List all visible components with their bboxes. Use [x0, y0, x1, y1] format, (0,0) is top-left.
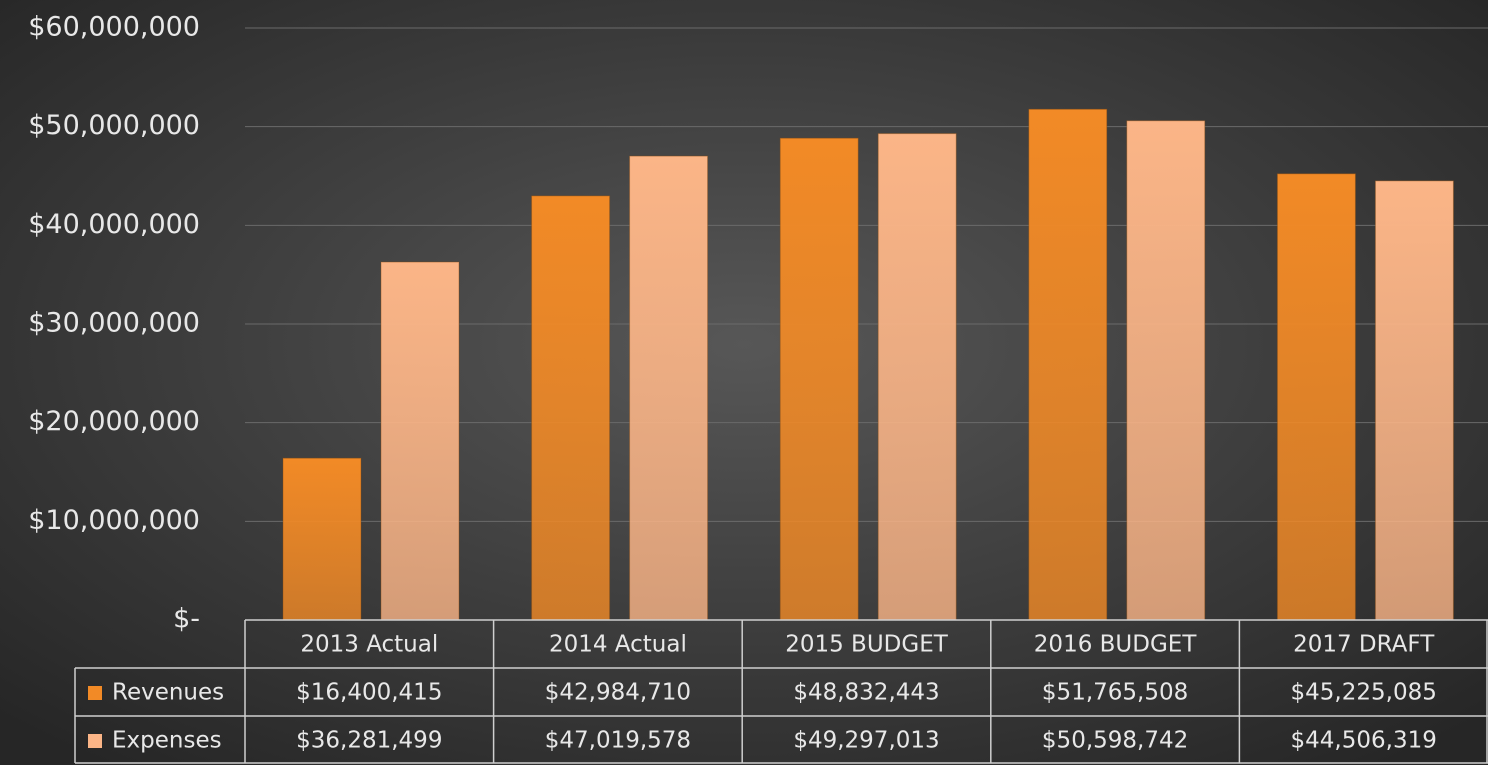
- bar: [1028, 108, 1108, 621]
- data-label: $16,400,415: [296, 680, 442, 706]
- data-label: $49,297,013: [793, 728, 939, 754]
- x-tick-label: 2015 BUDGET: [785, 632, 949, 658]
- y-tick-label: $20,000,000: [28, 406, 200, 437]
- legend-label: Revenues: [112, 680, 224, 706]
- x-tick-label: 2014 Actual: [549, 632, 687, 658]
- bar: [629, 155, 709, 621]
- y-tick-label: $30,000,000: [28, 308, 200, 339]
- bar: [1126, 120, 1206, 621]
- legend-label: Expenses: [112, 728, 222, 754]
- data-label: $44,506,319: [1291, 728, 1437, 754]
- bar: [380, 261, 460, 621]
- data-label: $42,984,710: [545, 680, 691, 706]
- bar: [779, 137, 859, 621]
- bar: [282, 457, 362, 621]
- bar: [1374, 180, 1454, 621]
- bar: [1276, 173, 1356, 621]
- x-tick-label: 2013 Actual: [300, 632, 438, 658]
- x-tick-label: 2016 BUDGET: [1034, 632, 1198, 658]
- y-tick-label: $-: [173, 604, 200, 635]
- data-label: $50,598,742: [1042, 728, 1188, 754]
- data-label: $36,281,499: [296, 728, 442, 754]
- legend-marker: [88, 686, 102, 700]
- legend-marker: [88, 734, 102, 748]
- data-label: $51,765,508: [1042, 680, 1188, 706]
- x-tick-label: 2017 DRAFT: [1293, 632, 1435, 658]
- y-tick-label: $50,000,000: [28, 110, 200, 141]
- bar: [877, 133, 957, 621]
- data-label: $47,019,578: [545, 728, 691, 754]
- data-label: $45,225,085: [1291, 680, 1437, 706]
- y-tick-label: $40,000,000: [28, 209, 200, 240]
- y-tick-label: $60,000,000: [28, 12, 200, 43]
- y-tick-label: $10,000,000: [28, 505, 200, 536]
- data-label: $48,832,443: [793, 680, 939, 706]
- bar: [531, 195, 611, 621]
